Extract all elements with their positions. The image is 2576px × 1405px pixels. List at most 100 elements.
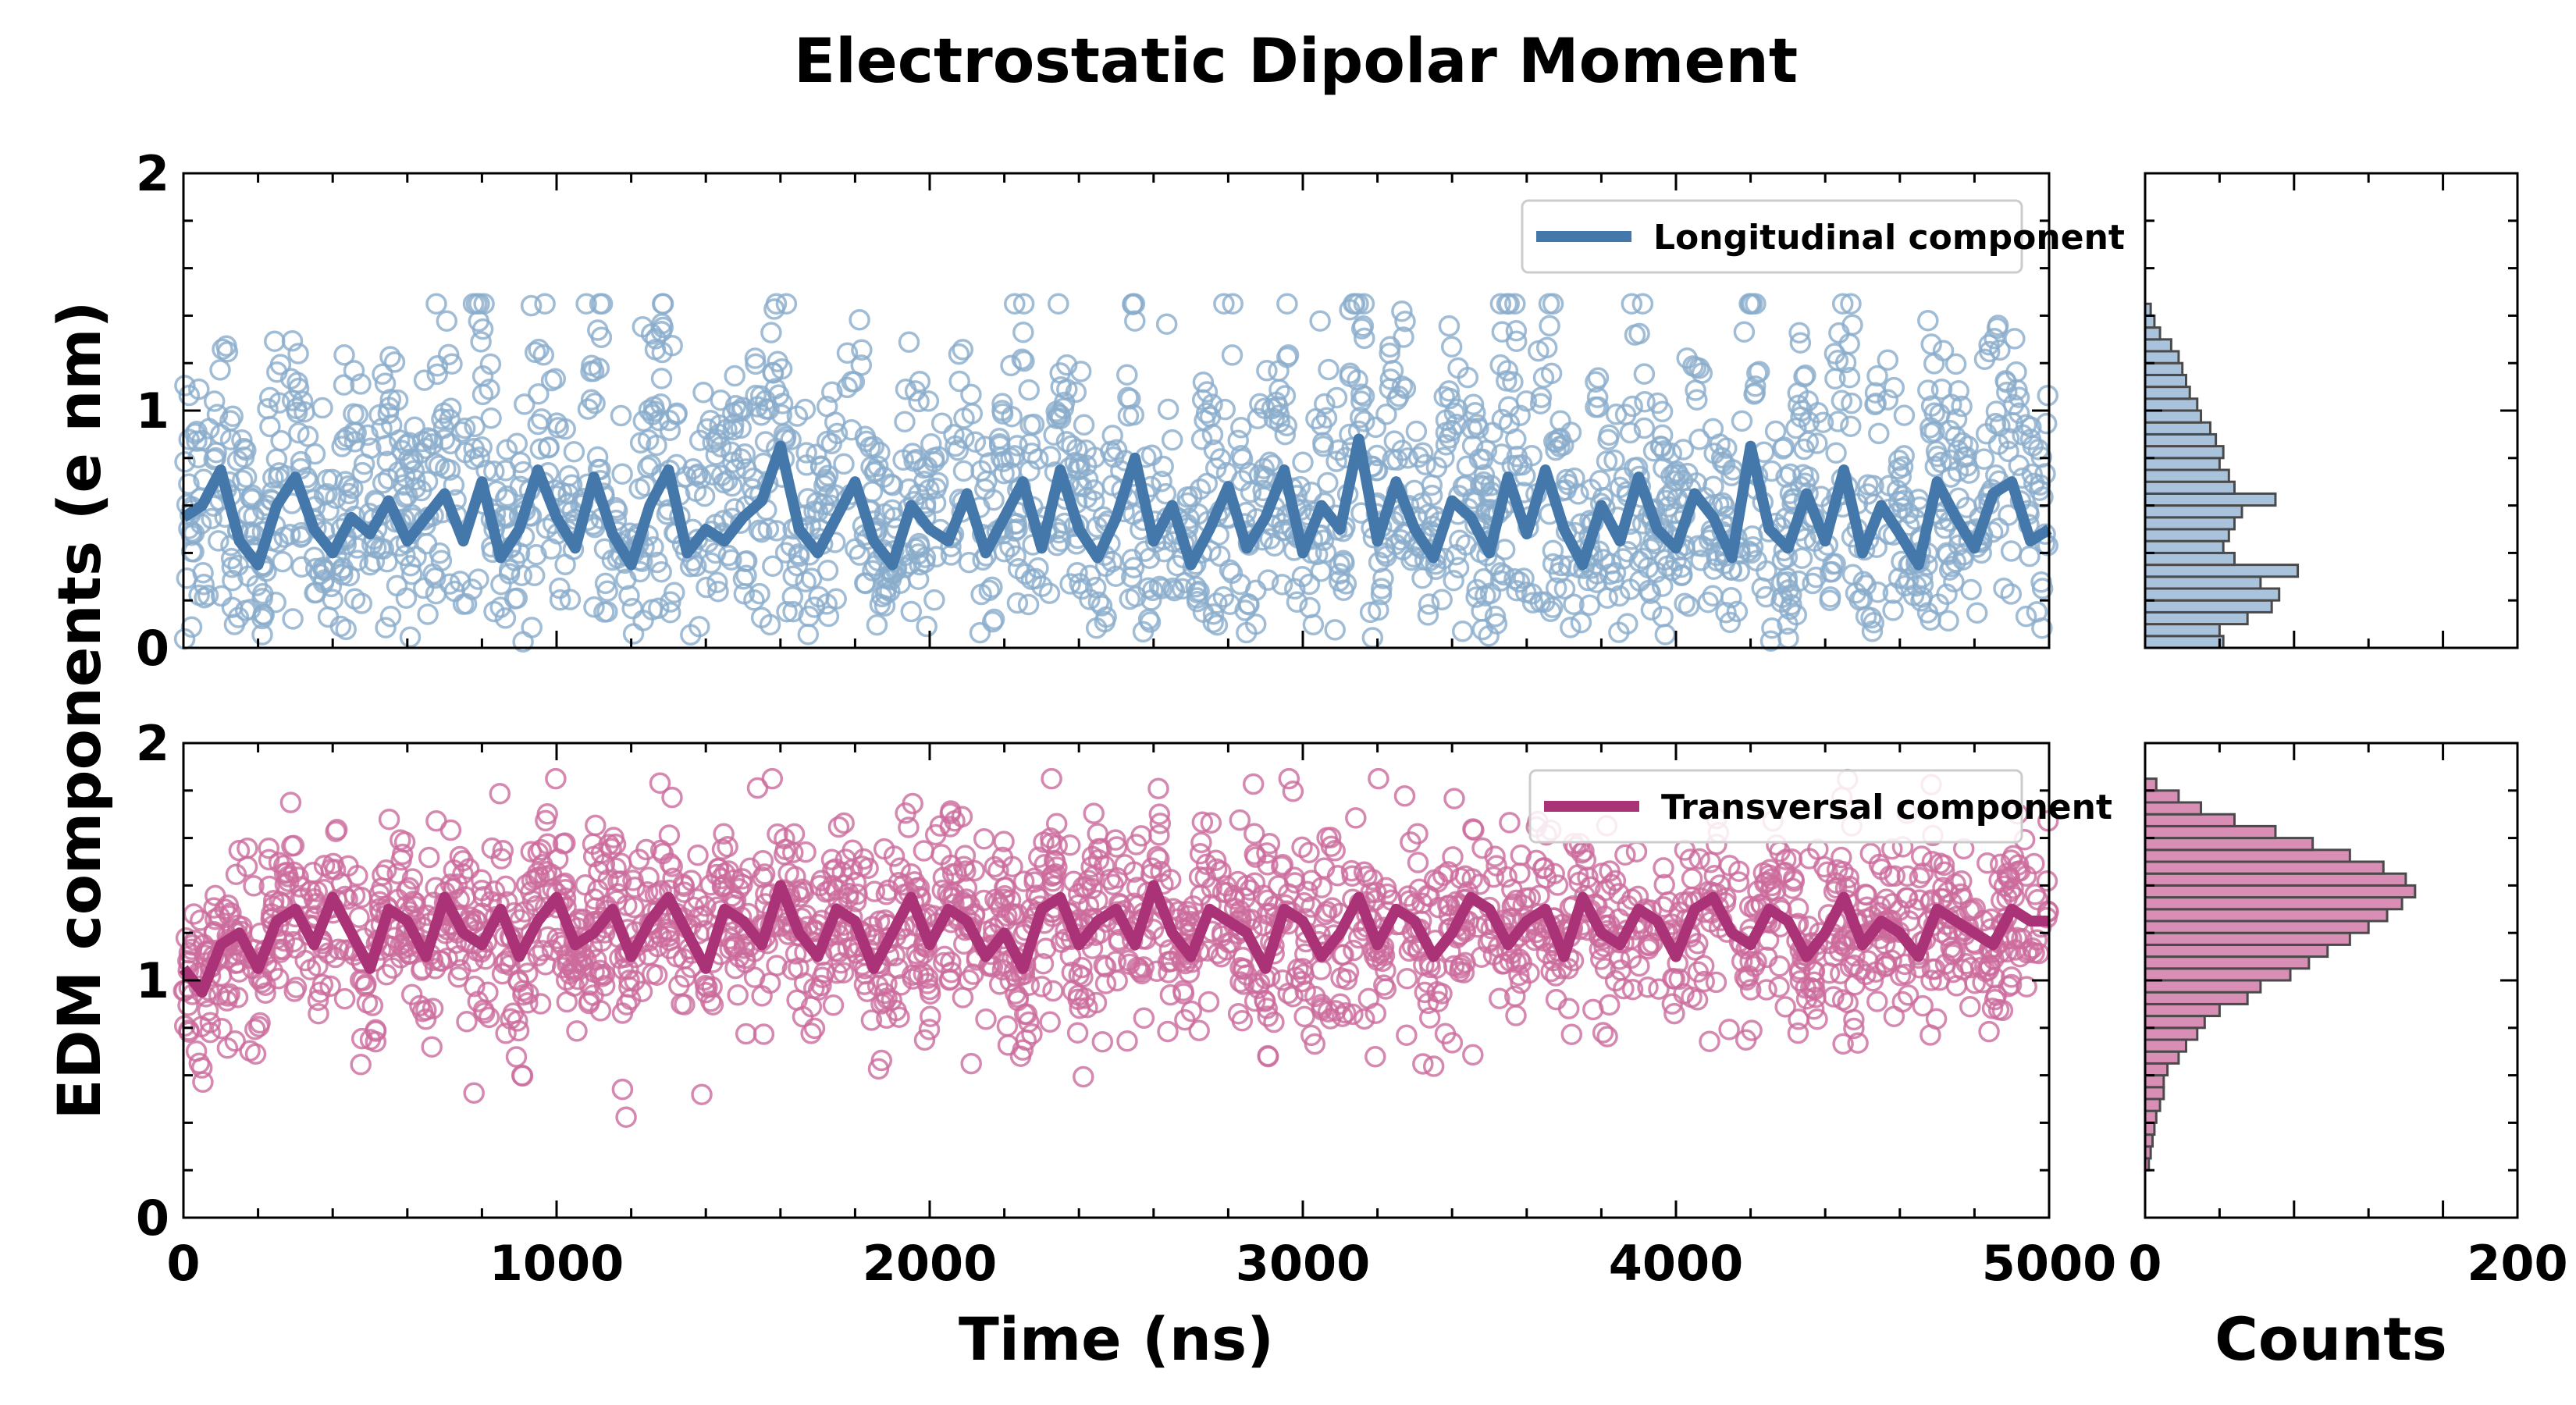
scatter-point <box>1065 381 1087 404</box>
scatter-point <box>2023 852 2045 875</box>
scatter-point <box>1227 870 1249 893</box>
scatter-point <box>1578 594 1601 617</box>
scatter-point <box>342 477 364 500</box>
scatter-point <box>1791 547 1813 569</box>
scatter-point <box>1229 971 1251 993</box>
scatter-point <box>273 863 296 884</box>
scatter-point <box>1929 852 1952 874</box>
scatter-point <box>556 991 578 1013</box>
histogram-bar <box>2144 421 2211 436</box>
scatter-point <box>1597 429 1619 451</box>
scatter-point <box>1163 579 1186 602</box>
scatter-point <box>863 461 886 483</box>
scatter-point <box>1577 569 1599 592</box>
scatter-point <box>1117 386 1139 409</box>
scatter-point <box>226 987 249 1008</box>
scatter-point <box>623 896 645 919</box>
scatter-point <box>499 954 521 976</box>
scatter-point <box>1633 417 1656 439</box>
scatter-point <box>1190 429 1213 450</box>
scatter-point <box>575 293 597 315</box>
scatter-point <box>1868 422 1890 445</box>
scatter-point <box>1244 613 1267 635</box>
scatter-point <box>452 850 474 872</box>
scatter-point <box>1989 339 2011 361</box>
legend-label: Longitudinal component <box>1653 218 2125 258</box>
scatter-point <box>1642 440 1665 462</box>
scatter-point <box>1838 333 1860 355</box>
scatter-point <box>909 553 931 576</box>
scatter-point <box>1438 315 1461 337</box>
scatter-point <box>1151 470 1172 493</box>
scatter-point <box>1787 382 1809 404</box>
scatter-point <box>1073 414 1095 436</box>
scatter-point <box>639 454 662 476</box>
scatter-point <box>1201 877 1223 899</box>
scatter-point <box>1816 861 1838 883</box>
scatter-point <box>1802 977 1824 1000</box>
scatter-point <box>371 877 393 899</box>
scatter-point <box>776 600 798 623</box>
scatter-point <box>1631 293 1654 315</box>
scatter-point <box>1325 386 1348 409</box>
scatter-point <box>1945 975 1968 997</box>
scatter-point <box>1007 990 1029 1012</box>
scatter-point <box>1284 578 1306 600</box>
scatter-point <box>1442 846 1464 868</box>
scatter-point <box>1325 450 1347 472</box>
scatter-point <box>1987 315 2009 336</box>
scatter-point <box>479 379 500 400</box>
scatter-point <box>1529 393 1552 414</box>
scatter-point <box>849 544 870 566</box>
scatter-point <box>324 859 347 880</box>
scatter-point <box>1653 857 1674 879</box>
scatter-point <box>808 585 830 608</box>
scatter-point <box>658 824 681 846</box>
scatter-point <box>443 474 465 496</box>
scatter-point <box>1579 876 1601 898</box>
scatter-point <box>535 517 558 539</box>
scatter-point <box>1059 573 1081 595</box>
scatter-point <box>641 962 664 985</box>
scatter-point <box>1819 561 1841 583</box>
scatter-point <box>727 984 749 1006</box>
scatter-point <box>1257 569 1279 591</box>
histogram-bar <box>2144 789 2180 804</box>
scatter-point <box>755 389 777 411</box>
scatter-point <box>753 1023 775 1045</box>
scatter-point <box>254 982 276 1005</box>
scatter-point <box>523 564 546 587</box>
scatter-point <box>199 1021 221 1044</box>
scatter-point <box>1443 788 1465 809</box>
scatter-point <box>1633 363 1656 385</box>
scatter-point <box>1699 852 1721 873</box>
scatter-point <box>2000 540 2023 562</box>
scatter-point <box>327 938 350 960</box>
scatter-point <box>660 591 681 613</box>
scatter-point <box>1461 868 1483 890</box>
scatter-point <box>751 521 773 543</box>
scatter-point <box>2008 386 2030 408</box>
scatter-point <box>209 359 231 381</box>
scatter-point <box>1087 848 1110 871</box>
scatter-point <box>1493 952 1515 975</box>
scatter-point <box>1504 293 1526 315</box>
scatter-point <box>262 895 285 917</box>
scatter-point <box>1368 551 1390 573</box>
scatter-point <box>1745 550 1768 572</box>
scatter-point <box>321 468 343 491</box>
scatter-point <box>1960 578 1982 601</box>
scatter-point <box>1734 966 1756 988</box>
scatter-point <box>528 382 550 405</box>
scatter-point <box>1540 960 1562 983</box>
scatter-point <box>603 827 624 848</box>
scatter-point <box>1418 1007 1441 1029</box>
scatter-point <box>1272 853 1293 876</box>
scatter-point <box>1221 344 1244 366</box>
scatter-point <box>426 355 449 377</box>
x-tick-label: 1000 <box>489 1235 624 1292</box>
scatter-point <box>685 480 707 503</box>
scatter-point <box>1778 598 1801 621</box>
scatter-point <box>1844 945 1866 967</box>
scatter-point <box>713 510 735 532</box>
